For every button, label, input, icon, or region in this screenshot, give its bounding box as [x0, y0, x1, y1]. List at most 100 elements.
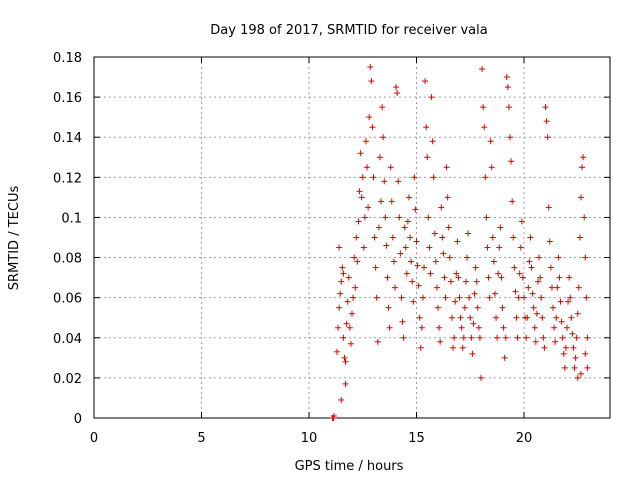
data-point	[550, 304, 557, 311]
data-point	[455, 274, 462, 281]
data-point	[555, 254, 562, 261]
data-point	[431, 230, 438, 237]
data-points	[329, 64, 591, 421]
data-point	[521, 294, 527, 301]
data-point	[533, 310, 540, 317]
y-tick-label: 0.12	[53, 171, 82, 186]
data-point	[547, 264, 554, 271]
data-point	[571, 364, 578, 371]
data-point	[342, 358, 349, 365]
data-point	[364, 164, 371, 171]
data-point	[478, 374, 484, 381]
y-tick-label: 0.18	[53, 51, 82, 66]
data-point	[512, 288, 519, 295]
data-point	[497, 224, 504, 231]
data-point	[390, 258, 397, 265]
data-point	[422, 78, 429, 85]
data-point	[487, 138, 494, 145]
data-point	[473, 278, 480, 285]
data-point	[483, 214, 490, 221]
data-point	[553, 314, 560, 321]
data-point	[403, 270, 410, 277]
data-point	[344, 298, 351, 305]
data-point	[537, 274, 544, 281]
data-point	[461, 304, 468, 311]
data-point	[388, 198, 395, 205]
y-tick-label: 0.1	[61, 211, 82, 226]
data-point	[385, 304, 392, 311]
data-point	[476, 334, 483, 341]
y-tick-label: 0.14	[53, 131, 82, 146]
data-point	[338, 396, 345, 403]
data-point	[350, 294, 357, 301]
data-point	[441, 274, 448, 281]
data-point	[439, 234, 446, 241]
data-point	[517, 244, 524, 251]
data-point	[551, 324, 558, 331]
data-point	[361, 214, 368, 221]
data-point	[543, 118, 550, 125]
data-point	[429, 138, 436, 145]
data-point	[360, 244, 367, 251]
data-point	[396, 214, 403, 221]
data-point	[453, 270, 460, 277]
data-point	[428, 94, 435, 101]
data-point	[424, 154, 431, 161]
data-point	[432, 258, 439, 265]
data-point	[372, 264, 379, 271]
data-point	[503, 74, 510, 81]
data-point	[574, 374, 581, 381]
data-point	[498, 274, 505, 281]
x-tick-label: 10	[301, 431, 318, 446]
data-point	[451, 334, 458, 341]
data-point	[379, 104, 386, 111]
data-point	[469, 350, 476, 357]
data-point	[541, 344, 548, 351]
data-point	[443, 164, 450, 171]
data-point	[515, 294, 522, 301]
x-tick-label: 5	[197, 431, 205, 446]
data-point	[475, 324, 482, 331]
data-point	[354, 258, 361, 265]
data-point	[499, 304, 506, 311]
data-point	[584, 364, 591, 371]
data-point	[376, 154, 383, 161]
data-point	[414, 262, 421, 269]
data-point	[581, 214, 588, 221]
data-point	[564, 324, 570, 331]
data-point	[411, 174, 418, 181]
data-point	[505, 104, 512, 111]
data-point	[554, 284, 561, 291]
data-point	[404, 218, 411, 225]
data-point	[552, 338, 559, 345]
data-point	[490, 258, 497, 265]
data-point	[494, 334, 501, 341]
data-point	[440, 250, 447, 257]
data-point	[558, 318, 565, 325]
data-point	[374, 338, 381, 345]
data-point	[412, 206, 419, 213]
data-point	[504, 84, 511, 91]
data-point	[466, 294, 473, 301]
data-point	[508, 158, 515, 165]
data-point	[380, 134, 387, 141]
data-point	[366, 114, 373, 121]
data-point	[430, 174, 437, 181]
data-point	[340, 270, 347, 277]
data-point	[402, 244, 409, 251]
data-point	[482, 174, 489, 181]
data-point	[516, 270, 523, 277]
data-point	[510, 234, 517, 241]
data-point	[427, 270, 434, 277]
data-point	[540, 334, 547, 341]
data-point	[557, 298, 564, 305]
data-point	[574, 310, 581, 317]
data-point	[529, 290, 536, 297]
data-point	[457, 314, 464, 321]
data-point	[576, 234, 583, 241]
data-point	[415, 282, 422, 289]
data-point	[579, 164, 586, 171]
data-point	[474, 304, 481, 311]
data-point	[398, 294, 405, 301]
